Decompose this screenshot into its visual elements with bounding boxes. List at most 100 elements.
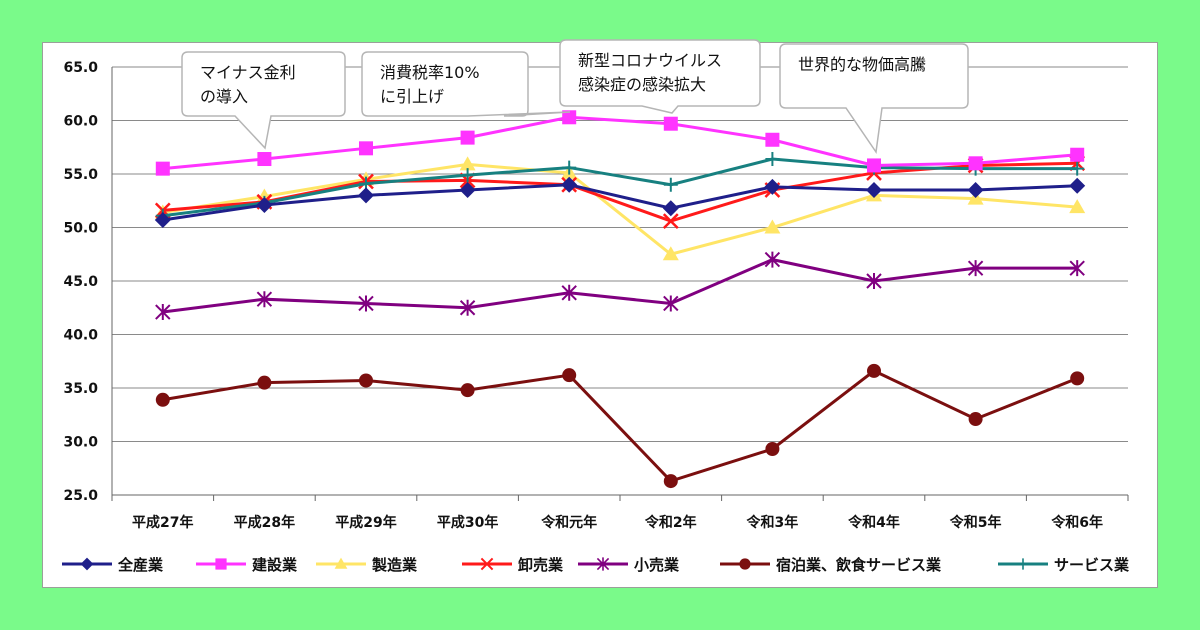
legend-item: 全産業 bbox=[62, 556, 164, 574]
diamond-marker bbox=[866, 182, 882, 199]
legend-item: 製造業 bbox=[316, 556, 418, 574]
triangle-marker bbox=[764, 219, 781, 234]
square-marker bbox=[562, 110, 577, 125]
diamond-marker bbox=[764, 178, 781, 195]
circle-marker bbox=[1070, 371, 1085, 386]
diamond-marker bbox=[967, 182, 984, 199]
legend-item: 建設業 bbox=[196, 556, 298, 574]
diamond-marker bbox=[561, 176, 578, 193]
star-marker bbox=[866, 273, 882, 289]
series-line bbox=[162, 157, 1078, 218]
x-tick-label: 平成28年 bbox=[234, 514, 295, 531]
x-tick-label: 令和6年 bbox=[1050, 514, 1103, 531]
circle-marker bbox=[867, 363, 881, 378]
callout-bubble bbox=[181, 51, 346, 150]
circle-marker bbox=[257, 375, 272, 390]
x-marker bbox=[662, 213, 679, 229]
circle-marker bbox=[359, 373, 373, 388]
circle-marker bbox=[562, 368, 577, 383]
y-tick-label: 40.0 bbox=[63, 328, 98, 344]
diamond-marker bbox=[1069, 177, 1086, 194]
triangle-marker bbox=[334, 557, 348, 569]
diamond-marker bbox=[256, 197, 273, 214]
star-marker bbox=[764, 251, 781, 268]
circle-marker bbox=[663, 474, 678, 489]
callout: 消費税率10% に引上げ bbox=[361, 51, 571, 117]
callout-text: マイナス金利 bbox=[200, 63, 296, 82]
square-marker bbox=[968, 156, 983, 171]
legend-label: サービス業 bbox=[1054, 556, 1130, 574]
x-tick-label: 令和2年 bbox=[644, 514, 697, 531]
diamond-marker bbox=[154, 212, 171, 229]
diamond-marker bbox=[80, 557, 94, 571]
circle-marker bbox=[155, 392, 170, 407]
star-marker bbox=[663, 295, 679, 312]
x-tick-label: 平成30年 bbox=[437, 514, 498, 531]
y-tick-label: 25.0 bbox=[63, 488, 98, 504]
series-line bbox=[162, 183, 1078, 222]
square-marker bbox=[1070, 147, 1085, 162]
series-0 bbox=[154, 176, 1086, 229]
legend-item: 小売業 bbox=[578, 556, 680, 574]
y-tick-label: 35.0 bbox=[63, 381, 98, 397]
circle-marker bbox=[739, 558, 751, 570]
y-tick-label: 65.0 bbox=[63, 60, 98, 76]
x-tick-label: 令和3年 bbox=[746, 514, 799, 531]
plus-marker bbox=[562, 160, 577, 175]
plus-marker bbox=[1070, 161, 1085, 176]
y-tick-label: 60.0 bbox=[63, 114, 98, 130]
series-1 bbox=[155, 110, 1085, 176]
square-marker bbox=[359, 141, 373, 156]
x-tick-label: 令和4年 bbox=[847, 514, 900, 531]
square-marker bbox=[257, 152, 272, 167]
square-marker bbox=[663, 116, 678, 131]
y-tick-label: 45.0 bbox=[63, 274, 98, 290]
square-marker bbox=[765, 132, 780, 147]
y-tick-label: 55.0 bbox=[63, 167, 98, 183]
series-4 bbox=[155, 251, 1085, 321]
plus-marker bbox=[765, 152, 780, 167]
legend-label: 建設業 bbox=[252, 556, 298, 574]
star-marker bbox=[155, 304, 171, 321]
legend-label: 全産業 bbox=[117, 556, 164, 574]
triangle-marker bbox=[459, 156, 476, 171]
series-line bbox=[162, 258, 1078, 314]
legend-label: 製造業 bbox=[371, 556, 418, 574]
star-marker bbox=[256, 291, 273, 308]
x-tick-label: 平成27年 bbox=[132, 514, 193, 531]
square-marker bbox=[460, 130, 475, 145]
diamond-marker bbox=[662, 200, 679, 217]
star-marker bbox=[596, 557, 610, 571]
series-2 bbox=[154, 156, 1086, 261]
series-line bbox=[162, 369, 1078, 483]
plus-marker bbox=[1017, 558, 1029, 570]
legend-item: 宿泊業、飲食サービス業 bbox=[720, 556, 942, 574]
y-tick-label: 50.0 bbox=[63, 221, 98, 237]
x-tick-label: 令和元年 bbox=[540, 514, 597, 531]
y-tick-label: 30.0 bbox=[63, 435, 98, 451]
series-line bbox=[162, 115, 1078, 171]
square-marker bbox=[867, 158, 881, 173]
callout-bubble bbox=[559, 39, 761, 114]
x-tick-label: 平成29年 bbox=[335, 514, 396, 531]
legend-label: 小売業 bbox=[634, 556, 680, 574]
circle-marker bbox=[765, 441, 780, 456]
callout-text: 世界的な物価高騰 bbox=[798, 55, 926, 74]
chart-frame bbox=[42, 42, 1158, 588]
circle-marker bbox=[460, 383, 475, 398]
legend-label: 宿泊業、飲食サービス業 bbox=[776, 556, 942, 574]
legend-label: 卸売業 bbox=[518, 556, 564, 574]
callout-text: 消費税率10% bbox=[380, 63, 480, 82]
callout-text: に引上げ bbox=[380, 87, 444, 106]
star-marker bbox=[459, 299, 476, 316]
square-marker bbox=[155, 161, 170, 176]
star-marker bbox=[967, 260, 984, 277]
legend-item: 卸売業 bbox=[462, 556, 564, 574]
callout-text: 新型コロナウイルス bbox=[578, 51, 722, 70]
x-marker bbox=[480, 557, 494, 571]
plus-marker bbox=[460, 168, 475, 183]
star-marker bbox=[1069, 260, 1085, 277]
diamond-marker bbox=[358, 187, 374, 204]
